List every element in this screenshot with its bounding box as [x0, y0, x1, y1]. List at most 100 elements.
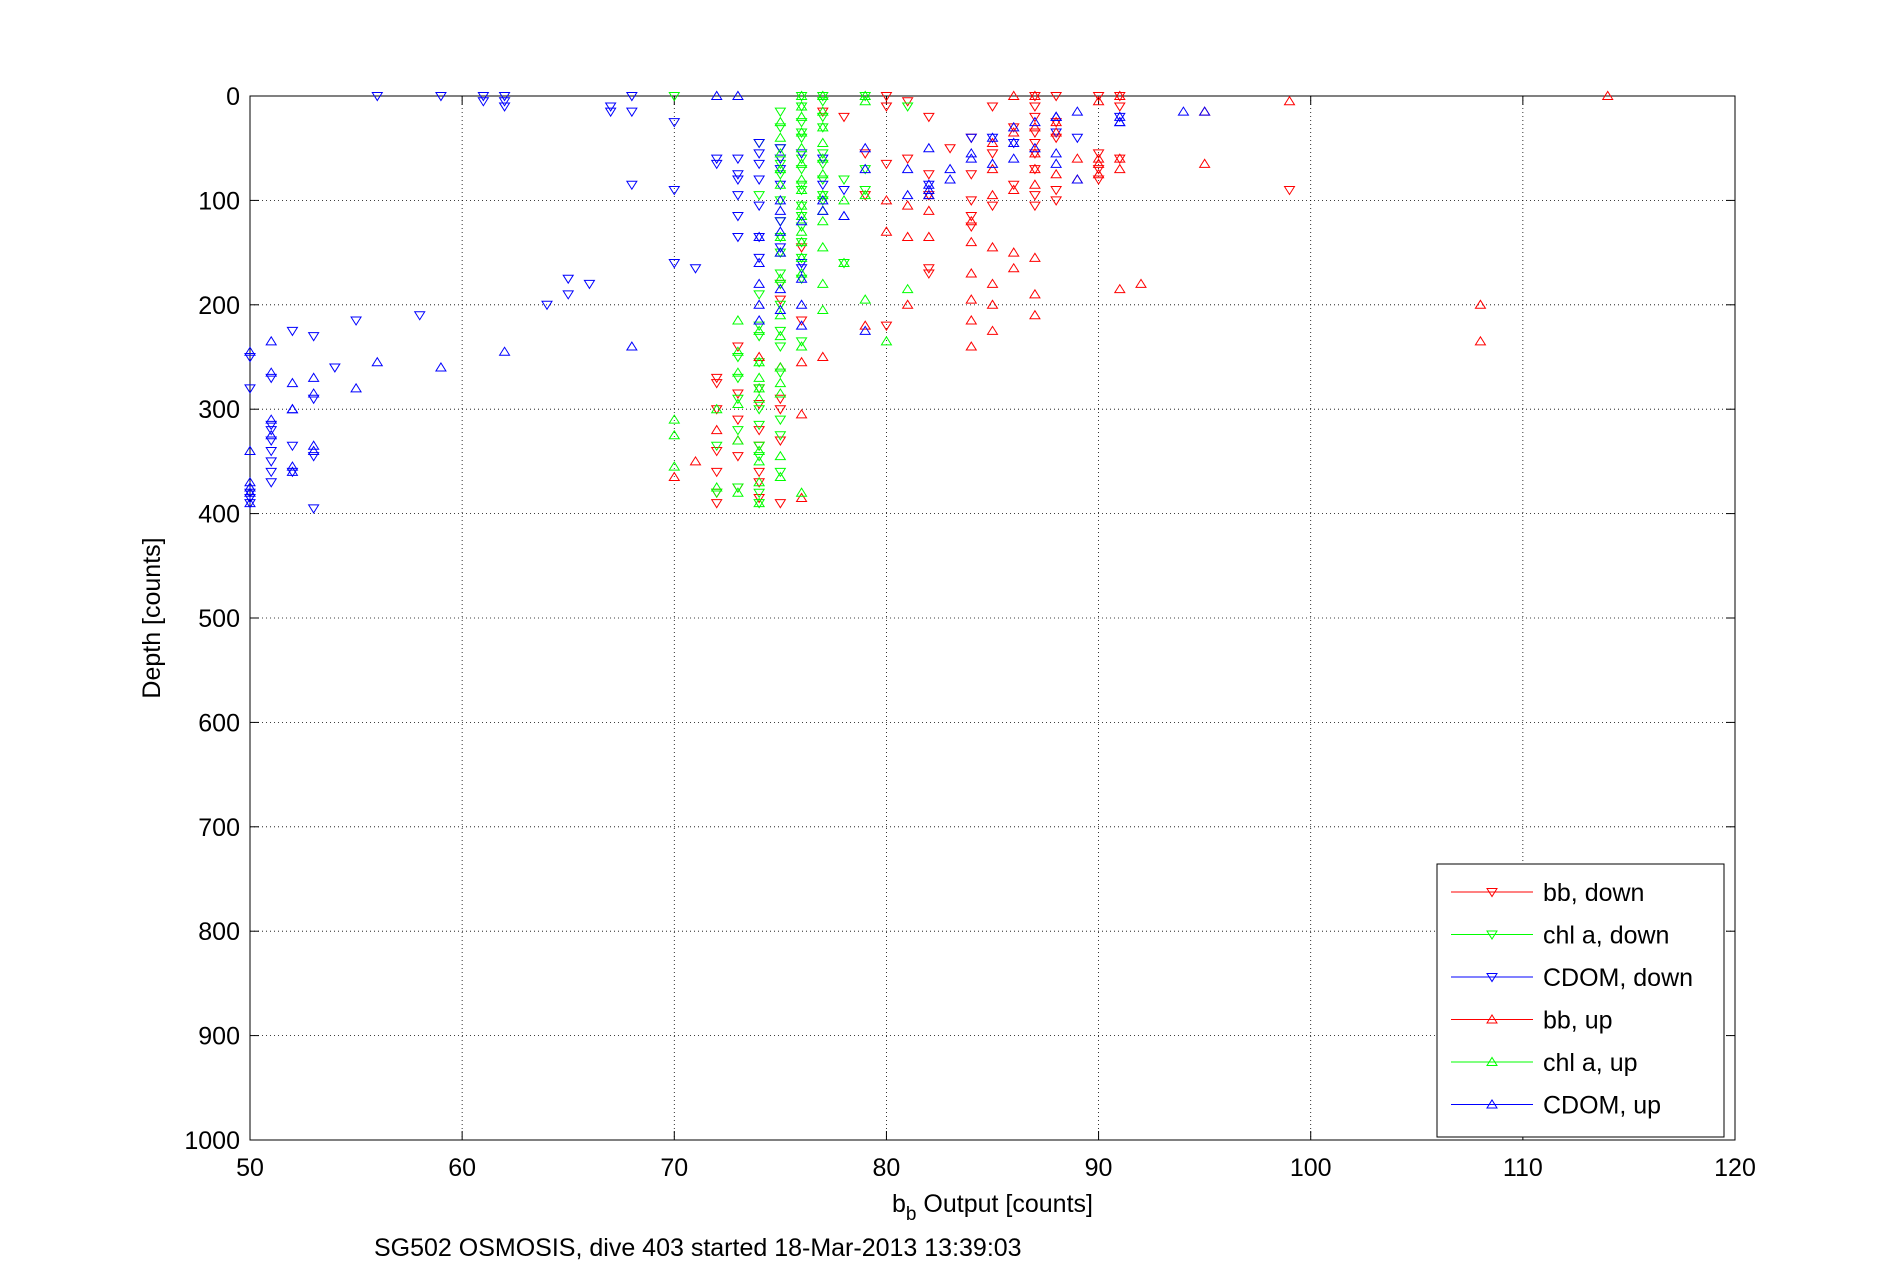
data-point — [774, 394, 787, 405]
data-point — [1029, 163, 1041, 174]
data-point — [795, 102, 808, 112]
data-point — [795, 133, 808, 144]
data-point — [795, 264, 808, 274]
data-point — [774, 283, 787, 294]
data-point — [753, 356, 766, 367]
data-point — [901, 189, 914, 200]
data-point — [774, 304, 787, 315]
data-point — [986, 158, 999, 168]
data-point — [732, 367, 744, 377]
data-point — [710, 159, 723, 170]
data-point — [944, 163, 956, 174]
data-point — [986, 201, 999, 212]
data-point — [774, 179, 787, 189]
data-point — [1050, 196, 1063, 206]
data-point — [774, 342, 787, 353]
legend-marker — [1486, 1014, 1498, 1024]
x-tick-label: 70 — [660, 1154, 688, 1182]
data-point — [265, 457, 278, 467]
data-point — [774, 471, 787, 482]
data-point — [922, 191, 935, 201]
data-point — [732, 452, 744, 462]
data-point — [795, 341, 808, 351]
data-point — [1050, 133, 1063, 144]
data-point — [1029, 102, 1041, 112]
y-tick-label: 400 — [198, 501, 240, 529]
data-point — [265, 373, 278, 384]
legend-marker — [1486, 930, 1498, 940]
data-point — [1113, 153, 1126, 163]
data-point — [435, 361, 447, 372]
data-point — [307, 372, 320, 382]
data-point — [1029, 288, 1041, 299]
data-point — [265, 420, 278, 431]
data-point — [265, 478, 278, 488]
data-point — [986, 241, 999, 252]
data-point — [753, 478, 766, 488]
data-point — [774, 144, 787, 154]
data-point — [710, 373, 723, 384]
data-point — [1007, 247, 1020, 257]
data-point — [795, 100, 808, 111]
data-point — [1007, 137, 1020, 147]
data-point — [965, 294, 978, 304]
data-point — [753, 455, 766, 466]
data-point — [986, 299, 999, 309]
data-point — [965, 147, 978, 158]
data-point — [1198, 106, 1211, 116]
data-point — [1029, 92, 1041, 102]
data-point — [986, 133, 999, 144]
data-point — [795, 142, 808, 153]
data-point — [732, 373, 744, 384]
data-point — [774, 205, 787, 215]
data-point — [901, 299, 914, 309]
data-point — [986, 137, 999, 147]
data-point — [965, 170, 978, 180]
legend-marker — [1486, 1099, 1498, 1109]
data-point — [1029, 116, 1041, 127]
data-point — [1071, 153, 1084, 163]
data-point — [753, 499, 766, 509]
data-point — [1092, 158, 1105, 168]
data-point — [795, 299, 808, 309]
data-point — [816, 97, 829, 107]
data-point — [816, 175, 829, 185]
legend-item: CDOM, down — [1451, 964, 1693, 992]
data-point — [774, 159, 787, 170]
data-point — [795, 128, 808, 138]
data-point — [753, 384, 766, 394]
data-point — [753, 452, 766, 462]
data-point — [816, 304, 829, 315]
data-point — [265, 414, 278, 424]
data-point — [774, 247, 787, 257]
axis-ticks: 50 60 70 80 90 100 110 120 0 100 200 300 400 500 600 70… — [184, 83, 1755, 1182]
data-point — [753, 351, 766, 361]
data-point — [1092, 149, 1105, 159]
data-point — [774, 467, 787, 478]
data-point — [816, 107, 829, 118]
data-point — [307, 332, 320, 342]
data-point — [774, 170, 787, 180]
data-point — [774, 431, 787, 441]
data-point — [774, 232, 787, 243]
data-point — [795, 492, 808, 502]
data-point — [965, 222, 978, 232]
data-point — [986, 163, 999, 174]
data-point — [307, 394, 320, 405]
data-point — [1092, 153, 1105, 163]
data-point — [328, 363, 341, 373]
data-point — [774, 165, 787, 175]
y-tick-label: 100 — [198, 187, 240, 215]
data-point — [795, 337, 808, 347]
y-tick-label: 700 — [198, 814, 240, 842]
data-point — [1029, 138, 1041, 149]
data-point — [795, 252, 808, 262]
data-point — [859, 163, 872, 174]
legend-label: CDOM, up — [1543, 1092, 1661, 1120]
legend-item: CDOM, up — [1451, 1092, 1661, 1120]
data-point — [774, 269, 787, 279]
data-point — [1029, 142, 1041, 153]
series-5 — [244, 90, 1211, 508]
data-point — [774, 116, 787, 127]
data-point — [668, 92, 681, 102]
